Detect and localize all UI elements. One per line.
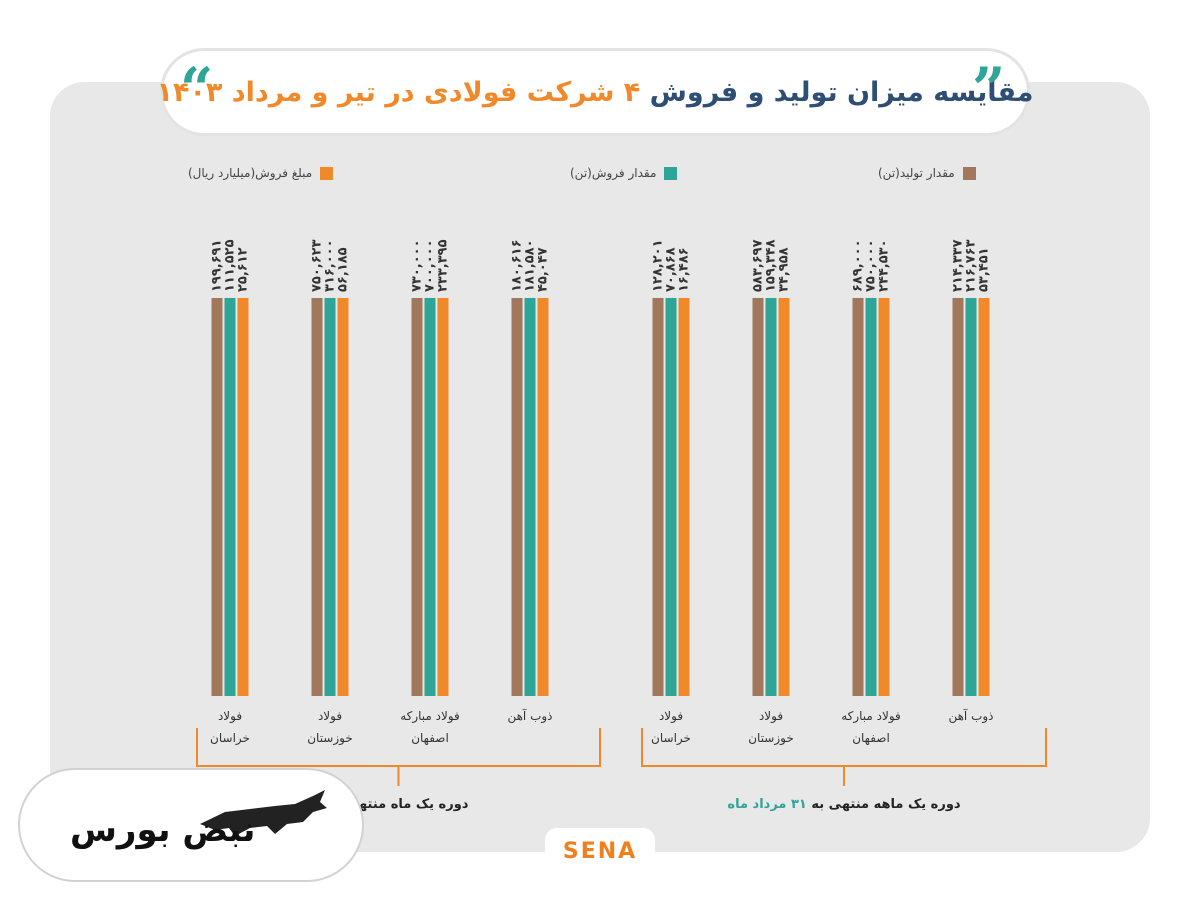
bar [411, 298, 423, 696]
legend-label-production: مقدار تولید(تن) [878, 166, 955, 180]
bar [211, 298, 223, 696]
category-label: خوزستان [748, 731, 794, 746]
bar [511, 298, 523, 696]
category-label: خراسان [651, 731, 691, 746]
data-label: ۶۸۹,۰۰۰ [851, 239, 866, 292]
bar [965, 298, 977, 696]
data-label: ۱۸۰,۶۱۶ [510, 239, 525, 292]
bull-icon [200, 790, 327, 836]
bar [237, 298, 249, 696]
category-label: فولاد [759, 709, 783, 724]
data-label: ۱۸۱,۵۸۰ [523, 239, 538, 292]
data-label: ۵۳,۴۵۱ [977, 247, 992, 292]
bar [324, 298, 336, 696]
category-label: فولاد مبارکه [400, 709, 460, 724]
legend-label-sales-amount: مبلغ فروش(میلیارد ریال) [188, 166, 313, 180]
bar [537, 298, 549, 696]
logo-text: نبض بورس [70, 810, 256, 850]
title-box: مقایسه میزان تولید و فروش ۴ شرکت فولادی … [156, 48, 1034, 136]
period-bracket [641, 728, 1047, 767]
bar [878, 298, 890, 696]
bar [524, 298, 536, 696]
legend-sales-amount: مبلغ فروش(میلیارد ریال) [188, 166, 334, 180]
source-logo-text: SENA [562, 838, 638, 864]
bar [224, 298, 236, 696]
data-label: ۲۱۴,۳۳۷ [951, 239, 966, 292]
bar [852, 298, 864, 696]
source-logo: SENA [545, 828, 655, 874]
bar [765, 298, 777, 696]
period-label: دوره یک ماهه منتهی به ۳۱ مرداد ماه [727, 797, 961, 812]
legend-sales-qty: مقدار فروش(تن) [570, 166, 678, 180]
bar [752, 298, 764, 696]
quote-open-icon: ” [972, 55, 1006, 123]
category-label: فولاد [318, 709, 342, 724]
legend-swatch-production [962, 166, 976, 180]
data-label: ۵۶,۱۸۵ [336, 247, 351, 292]
category-label: ذوب آهن [948, 708, 993, 724]
data-label: ۷۵۰,۶۲۳ [310, 239, 325, 292]
data-label: ۵۸۳,۶۹۷ [751, 239, 766, 292]
bar [652, 298, 664, 696]
data-label: ۷۰,۸۶۸ [664, 247, 679, 292]
bar [337, 298, 349, 696]
bar [665, 298, 677, 696]
bar [952, 298, 964, 696]
data-label: ۲۱۶,۷۶۳ [964, 239, 979, 292]
data-label: ۱۵۹,۳۴۸ [764, 239, 779, 292]
bar [678, 298, 690, 696]
data-label: ۴۵,۰۴۷ [536, 247, 551, 292]
legend-label-sales-qty: مقدار فروش(تن) [570, 166, 657, 180]
category-label: اصفهان [411, 731, 449, 745]
legend-production: مقدار تولید(تن) [878, 166, 976, 180]
bar [424, 298, 436, 696]
data-label: ۷۰۰,۰۰۰ [423, 239, 438, 292]
bar [778, 298, 790, 696]
bar [978, 298, 990, 696]
category-label: فولاد [659, 709, 683, 724]
legend-swatch-sales-amount [320, 166, 334, 180]
bar [437, 298, 449, 696]
data-label: ۲۴۴,۵۳۰ [877, 239, 892, 292]
data-label: ۳۴,۹۵۸ [777, 247, 792, 292]
logo-badge: نبض بورس [18, 768, 364, 882]
data-label: ۷۵۰,۰۰۰ [864, 239, 879, 292]
data-label: ۱۶,۴۸۶ [677, 247, 692, 292]
category-label: فولاد [218, 709, 242, 724]
data-label: ۲۳۳,۳۹۵ [436, 239, 451, 292]
data-label: ۲۵,۶۱۲ [236, 247, 251, 292]
quote-close-icon: “ [180, 55, 214, 123]
period-bracket [196, 728, 601, 767]
chart-title: مقایسه میزان تولید و فروش ۴ شرکت فولادی … [156, 76, 1034, 108]
category-label: خوزستان [307, 731, 353, 746]
category-label: فولاد مبارکه [841, 709, 901, 724]
bar [311, 298, 323, 696]
category-label: اصفهان [852, 731, 890, 745]
bar [865, 298, 877, 696]
data-label: ۱۲۸,۲۰۱ [651, 239, 666, 292]
category-label: خراسان [210, 731, 250, 746]
data-label: ۳۱۶,۰۰۰ [323, 239, 338, 292]
period-label: دوره یک ماه منتهی به [329, 797, 469, 812]
data-label: ۷۳۰,۰۰۰ [410, 239, 425, 292]
category-label: ذوب آهن [507, 708, 552, 724]
legend-swatch-sales-qty [664, 166, 678, 180]
data-label: ۱۱۱,۵۲۵ [223, 239, 238, 292]
data-label: ۱۹۹,۶۹۱ [210, 239, 225, 292]
